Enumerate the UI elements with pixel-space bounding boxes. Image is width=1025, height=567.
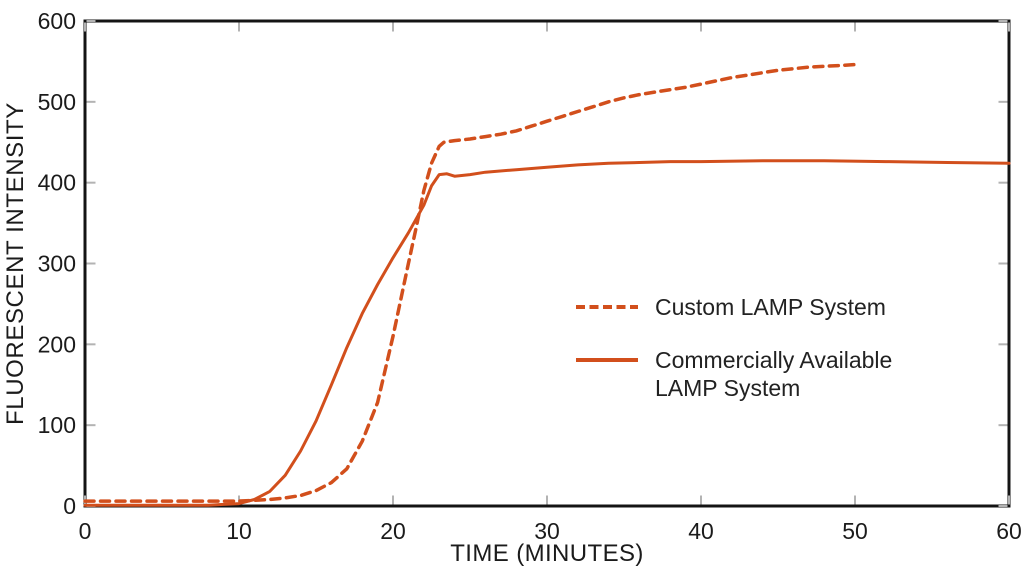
x-tick-label: 30 [534,518,560,544]
y-tick-label: 600 [38,8,76,34]
solid-line-sample [576,358,638,362]
series-custom-lamp-path [83,62,857,503]
legend-label-commercial: Commercially Available LAMP System [655,347,893,401]
x-axis-title: TIME (MINUTES) [450,540,644,567]
x-tick-label: 0 [79,518,92,544]
y-tick-label: 200 [38,331,76,357]
y-tick-label: 100 [38,412,76,438]
x-tick-label: 20 [380,518,406,544]
legend: Custom LAMP System Commercially Availabl… [576,293,916,427]
x-tick-label: 10 [226,518,252,544]
y-tick-label: 300 [38,251,76,277]
dashed-line-sample [576,305,638,309]
legend-item-custom: Custom LAMP System [576,293,916,321]
x-tick-label: 40 [688,518,714,544]
y-axis-title: FLUORESCENT INTENSITY [2,102,29,425]
x-tick-label: 60 [996,518,1022,544]
legend-item-commercial: Commercially Available LAMP System [576,346,916,402]
axis-box [83,19,1011,508]
series-commercial-lamp-path [83,159,1011,507]
legend-label-custom: Custom LAMP System [655,294,886,320]
y-tick-label: 400 [38,170,76,196]
y-tick-label: 0 [63,493,76,519]
y-tick-label: 500 [38,89,76,115]
x-tick-label: 50 [842,518,868,544]
